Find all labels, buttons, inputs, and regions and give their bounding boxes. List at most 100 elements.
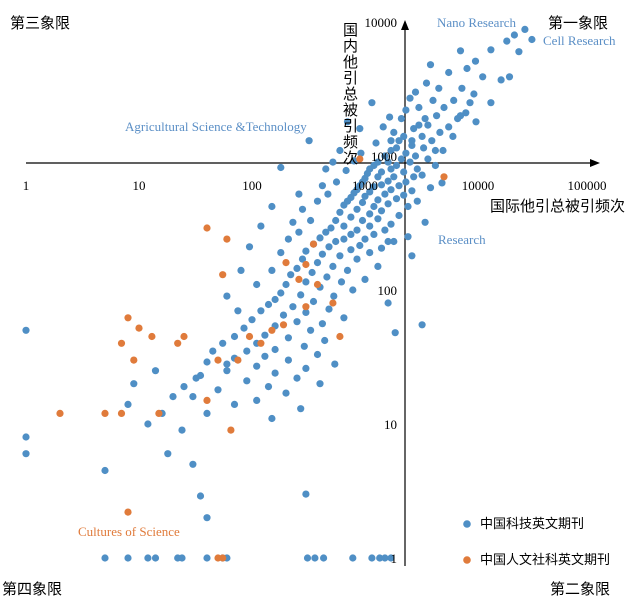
- data-point: [415, 103, 423, 112]
- data-point: [458, 84, 466, 92]
- x-tick-label: 100000: [568, 178, 607, 193]
- data-point: [178, 426, 186, 434]
- data-point: [297, 291, 305, 299]
- series-2: [56, 155, 448, 562]
- data-point: [411, 152, 420, 160]
- data-point: [223, 235, 231, 243]
- data-point: [376, 554, 384, 562]
- data-point: [264, 383, 273, 391]
- data-point: [318, 250, 326, 258]
- axes: [26, 20, 600, 566]
- data-point: [295, 190, 303, 198]
- data-point: [237, 266, 245, 274]
- data-point: [349, 286, 357, 294]
- data-point: [358, 198, 367, 207]
- data-point: [386, 113, 394, 121]
- data-point: [124, 400, 132, 408]
- data-point: [384, 158, 392, 166]
- data-point: [438, 179, 446, 187]
- data-point: [370, 183, 378, 191]
- data-point: [253, 280, 261, 289]
- data-point: [151, 367, 160, 375]
- data-point: [415, 121, 423, 129]
- data-point: [429, 96, 437, 104]
- annotation-label: Research: [438, 232, 486, 247]
- data-point: [302, 303, 310, 311]
- data-point: [219, 271, 227, 279]
- data-point: [387, 146, 395, 155]
- data-point: [169, 393, 177, 401]
- data-point: [287, 271, 295, 279]
- data-point: [384, 237, 392, 246]
- data-point: [130, 380, 138, 388]
- data-point: [397, 155, 405, 163]
- data-point: [487, 99, 495, 107]
- data-point: [487, 46, 495, 54]
- data-point: [391, 329, 399, 337]
- y-axis-arrow: [401, 20, 409, 30]
- y-axis-title: 国内他引总被引频次: [341, 22, 359, 166]
- data-point: [155, 409, 163, 417]
- data-point: [277, 289, 285, 297]
- data-point: [361, 275, 369, 283]
- data-point: [240, 324, 248, 332]
- y-tick-label: 1000: [371, 149, 397, 164]
- data-point: [284, 356, 292, 364]
- data-point: [135, 324, 143, 332]
- data-point: [268, 202, 276, 211]
- data-point: [505, 73, 514, 81]
- data-point: [261, 331, 269, 339]
- data-point: [282, 389, 290, 397]
- data-point: [279, 311, 288, 319]
- data-point: [332, 216, 340, 225]
- data-point: [302, 260, 310, 269]
- data-point: [347, 230, 355, 238]
- data-point: [381, 190, 389, 198]
- data-point: [420, 144, 428, 152]
- data-point: [223, 360, 231, 368]
- data-point: [284, 334, 292, 342]
- data-point: [336, 208, 344, 216]
- quadrant-4-label: 第四象限: [2, 580, 63, 598]
- data-point: [223, 367, 231, 375]
- data-point: [435, 84, 443, 92]
- data-point: [323, 273, 331, 281]
- data-point: [370, 202, 378, 211]
- data-point: [22, 326, 30, 334]
- data-point: [316, 234, 324, 242]
- data-point: [329, 158, 337, 166]
- data-point: [410, 173, 418, 181]
- x-tick-label: 1: [23, 178, 30, 193]
- data-point: [257, 307, 265, 315]
- data-point: [497, 76, 505, 84]
- y-tick-label: 1: [391, 551, 398, 566]
- data-point: [130, 356, 138, 364]
- data-point: [387, 220, 395, 228]
- data-point: [305, 137, 313, 145]
- data-point: [313, 350, 322, 359]
- y-tick-label: 10: [384, 417, 397, 432]
- data-point: [466, 99, 474, 107]
- data-point: [368, 99, 376, 107]
- data-point: [413, 165, 421, 173]
- data-point: [356, 125, 364, 133]
- data-point: [189, 460, 197, 468]
- data-point: [293, 374, 301, 382]
- data-point: [374, 215, 382, 223]
- data-point: [214, 554, 222, 562]
- data-point: [164, 450, 172, 458]
- data-point: [445, 123, 453, 131]
- data-point: [410, 125, 418, 133]
- x-tick-label: 10000: [462, 178, 495, 193]
- data-point: [302, 278, 310, 286]
- data-point: [374, 196, 382, 204]
- data-point: [336, 332, 344, 341]
- data-point: [320, 554, 328, 562]
- data-point: [366, 210, 374, 218]
- data-point: [302, 490, 310, 498]
- data-point: [332, 237, 340, 246]
- data-point: [124, 554, 132, 562]
- data-point: [390, 237, 398, 246]
- data-point: [277, 163, 285, 172]
- data-point: [350, 157, 358, 165]
